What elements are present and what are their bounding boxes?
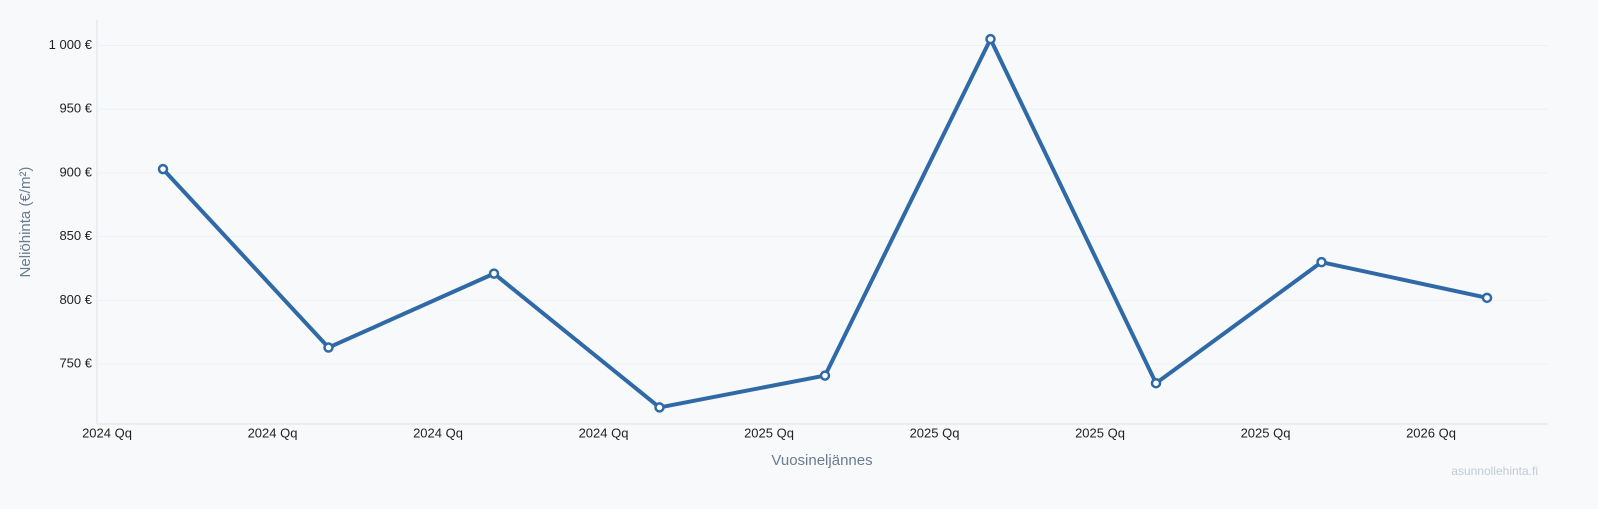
point bbox=[654, 402, 665, 413]
x-tick-label: 2024 Qq bbox=[82, 425, 132, 440]
y-axis-title: Neliöhinta (€/m²) bbox=[17, 167, 34, 278]
point bbox=[157, 163, 169, 175]
point bbox=[819, 370, 831, 381]
watermark: asunnollehinta.fi bbox=[1451, 464, 1538, 478]
point bbox=[323, 342, 334, 353]
x-tick-label: 2025 Qq bbox=[1241, 425, 1291, 440]
y-tick-label: 1 000 € bbox=[49, 37, 93, 52]
x-tick-label: 2024 Qq bbox=[579, 425, 629, 440]
point bbox=[1316, 256, 1327, 268]
y-tick-label: 850 € bbox=[59, 228, 92, 243]
y-tick-label: 950 € bbox=[59, 101, 92, 116]
y-tick-label: 800 € bbox=[59, 292, 92, 307]
x-tick-label: 2024 Qq bbox=[248, 425, 298, 440]
line bbox=[161, 37, 1488, 410]
x-tick-label: 2025 Qq bbox=[910, 425, 960, 440]
x-tick-label: 2025 Qq bbox=[744, 425, 794, 440]
point bbox=[1481, 292, 1493, 304]
point bbox=[1150, 377, 1162, 389]
point bbox=[985, 33, 996, 45]
point bbox=[488, 268, 500, 279]
y-tick-label: 900 € bbox=[59, 164, 92, 179]
x-axis-title: Vuosineljännes bbox=[771, 452, 872, 469]
x-tick-label: 2024 Qq bbox=[413, 425, 463, 440]
y-tick-label: 750 € bbox=[59, 356, 92, 371]
x-tick-label: 2026 Qq bbox=[1406, 425, 1456, 440]
x-tick-label: 2025 Qq bbox=[1075, 425, 1125, 440]
